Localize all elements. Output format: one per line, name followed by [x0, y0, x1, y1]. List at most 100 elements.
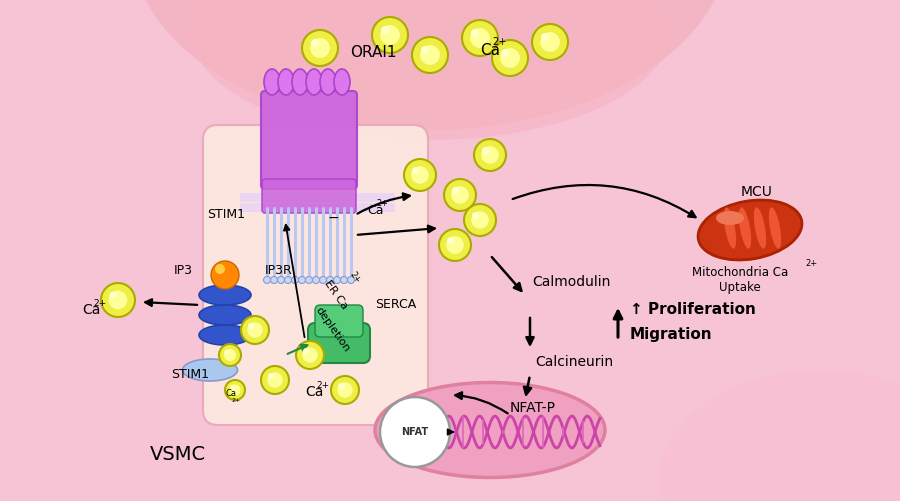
Text: STIM1: STIM1: [207, 208, 245, 221]
Circle shape: [447, 237, 454, 244]
Circle shape: [472, 212, 479, 219]
Circle shape: [331, 376, 359, 404]
Circle shape: [532, 24, 568, 60]
Text: Ca: Ca: [367, 203, 383, 216]
Circle shape: [312, 277, 319, 284]
Text: Calcineurin: Calcineurin: [535, 355, 613, 369]
Circle shape: [540, 32, 560, 52]
Circle shape: [500, 48, 520, 68]
Circle shape: [109, 291, 128, 309]
Circle shape: [241, 316, 269, 344]
Circle shape: [340, 277, 347, 284]
Ellipse shape: [724, 207, 736, 248]
Bar: [240, 203, 395, 212]
Ellipse shape: [716, 211, 744, 225]
Circle shape: [470, 28, 490, 48]
Ellipse shape: [183, 359, 238, 381]
Text: Ca: Ca: [225, 388, 236, 397]
FancyBboxPatch shape: [261, 91, 357, 189]
Text: IP3R: IP3R: [265, 264, 292, 277]
Circle shape: [421, 46, 429, 54]
Ellipse shape: [334, 69, 350, 95]
Text: −: −: [328, 211, 338, 225]
Circle shape: [380, 25, 400, 45]
Text: NFAT: NFAT: [401, 427, 428, 437]
Circle shape: [451, 186, 469, 204]
Circle shape: [444, 179, 476, 211]
Ellipse shape: [739, 207, 752, 248]
Circle shape: [271, 277, 277, 284]
Text: Migration: Migration: [630, 328, 713, 343]
Text: 2+: 2+: [232, 397, 241, 402]
Circle shape: [411, 166, 428, 184]
Circle shape: [230, 384, 240, 395]
Text: NFAT-P: NFAT-P: [510, 401, 556, 415]
Ellipse shape: [278, 69, 294, 95]
Text: 2+: 2+: [492, 37, 507, 47]
Circle shape: [338, 382, 353, 398]
Text: 2+: 2+: [93, 299, 106, 308]
Text: IP3: IP3: [174, 264, 193, 277]
Circle shape: [412, 37, 448, 73]
Circle shape: [482, 147, 489, 154]
Ellipse shape: [199, 285, 251, 305]
Circle shape: [267, 372, 283, 388]
Text: depletion: depletion: [313, 306, 351, 354]
Ellipse shape: [190, 0, 670, 140]
Text: Ca: Ca: [305, 385, 323, 399]
Circle shape: [404, 159, 436, 191]
Ellipse shape: [306, 69, 322, 95]
Ellipse shape: [320, 69, 336, 95]
Circle shape: [310, 38, 330, 58]
Text: ORAI1: ORAI1: [350, 45, 397, 60]
Circle shape: [219, 344, 241, 366]
Circle shape: [420, 45, 440, 65]
Circle shape: [412, 167, 419, 174]
Circle shape: [472, 211, 489, 229]
Circle shape: [225, 380, 245, 400]
Text: 2+: 2+: [377, 199, 389, 208]
Circle shape: [277, 277, 284, 284]
Text: Uptake: Uptake: [719, 282, 760, 295]
Ellipse shape: [698, 200, 802, 260]
Circle shape: [380, 397, 450, 467]
Text: 2+: 2+: [316, 380, 329, 389]
Circle shape: [305, 277, 312, 284]
Circle shape: [211, 261, 239, 289]
Text: Ca: Ca: [480, 43, 500, 58]
Text: ER Ca: ER Ca: [322, 279, 349, 311]
Circle shape: [296, 341, 324, 369]
Ellipse shape: [754, 207, 766, 248]
Circle shape: [471, 29, 479, 37]
Circle shape: [381, 26, 389, 34]
Ellipse shape: [769, 207, 781, 248]
Text: VSMC: VSMC: [150, 445, 206, 464]
Circle shape: [268, 373, 274, 379]
Ellipse shape: [292, 69, 308, 95]
FancyBboxPatch shape: [262, 179, 356, 213]
Circle shape: [338, 383, 344, 389]
Circle shape: [261, 366, 289, 394]
Circle shape: [334, 277, 340, 284]
Bar: [240, 193, 395, 202]
FancyBboxPatch shape: [203, 125, 428, 425]
Circle shape: [230, 385, 234, 389]
Circle shape: [464, 204, 496, 236]
Circle shape: [474, 139, 506, 171]
Circle shape: [311, 39, 319, 47]
Circle shape: [224, 350, 230, 354]
Ellipse shape: [199, 325, 251, 345]
Circle shape: [482, 146, 499, 164]
Text: Calmodulin: Calmodulin: [532, 275, 610, 289]
Circle shape: [302, 347, 318, 363]
Ellipse shape: [199, 305, 251, 325]
Circle shape: [372, 17, 408, 53]
Circle shape: [110, 292, 117, 299]
Text: Ca: Ca: [82, 303, 101, 317]
Circle shape: [248, 323, 254, 329]
Circle shape: [492, 40, 528, 76]
Ellipse shape: [130, 0, 730, 130]
Text: MCU: MCU: [741, 185, 773, 199]
FancyBboxPatch shape: [315, 305, 363, 337]
Circle shape: [292, 277, 299, 284]
